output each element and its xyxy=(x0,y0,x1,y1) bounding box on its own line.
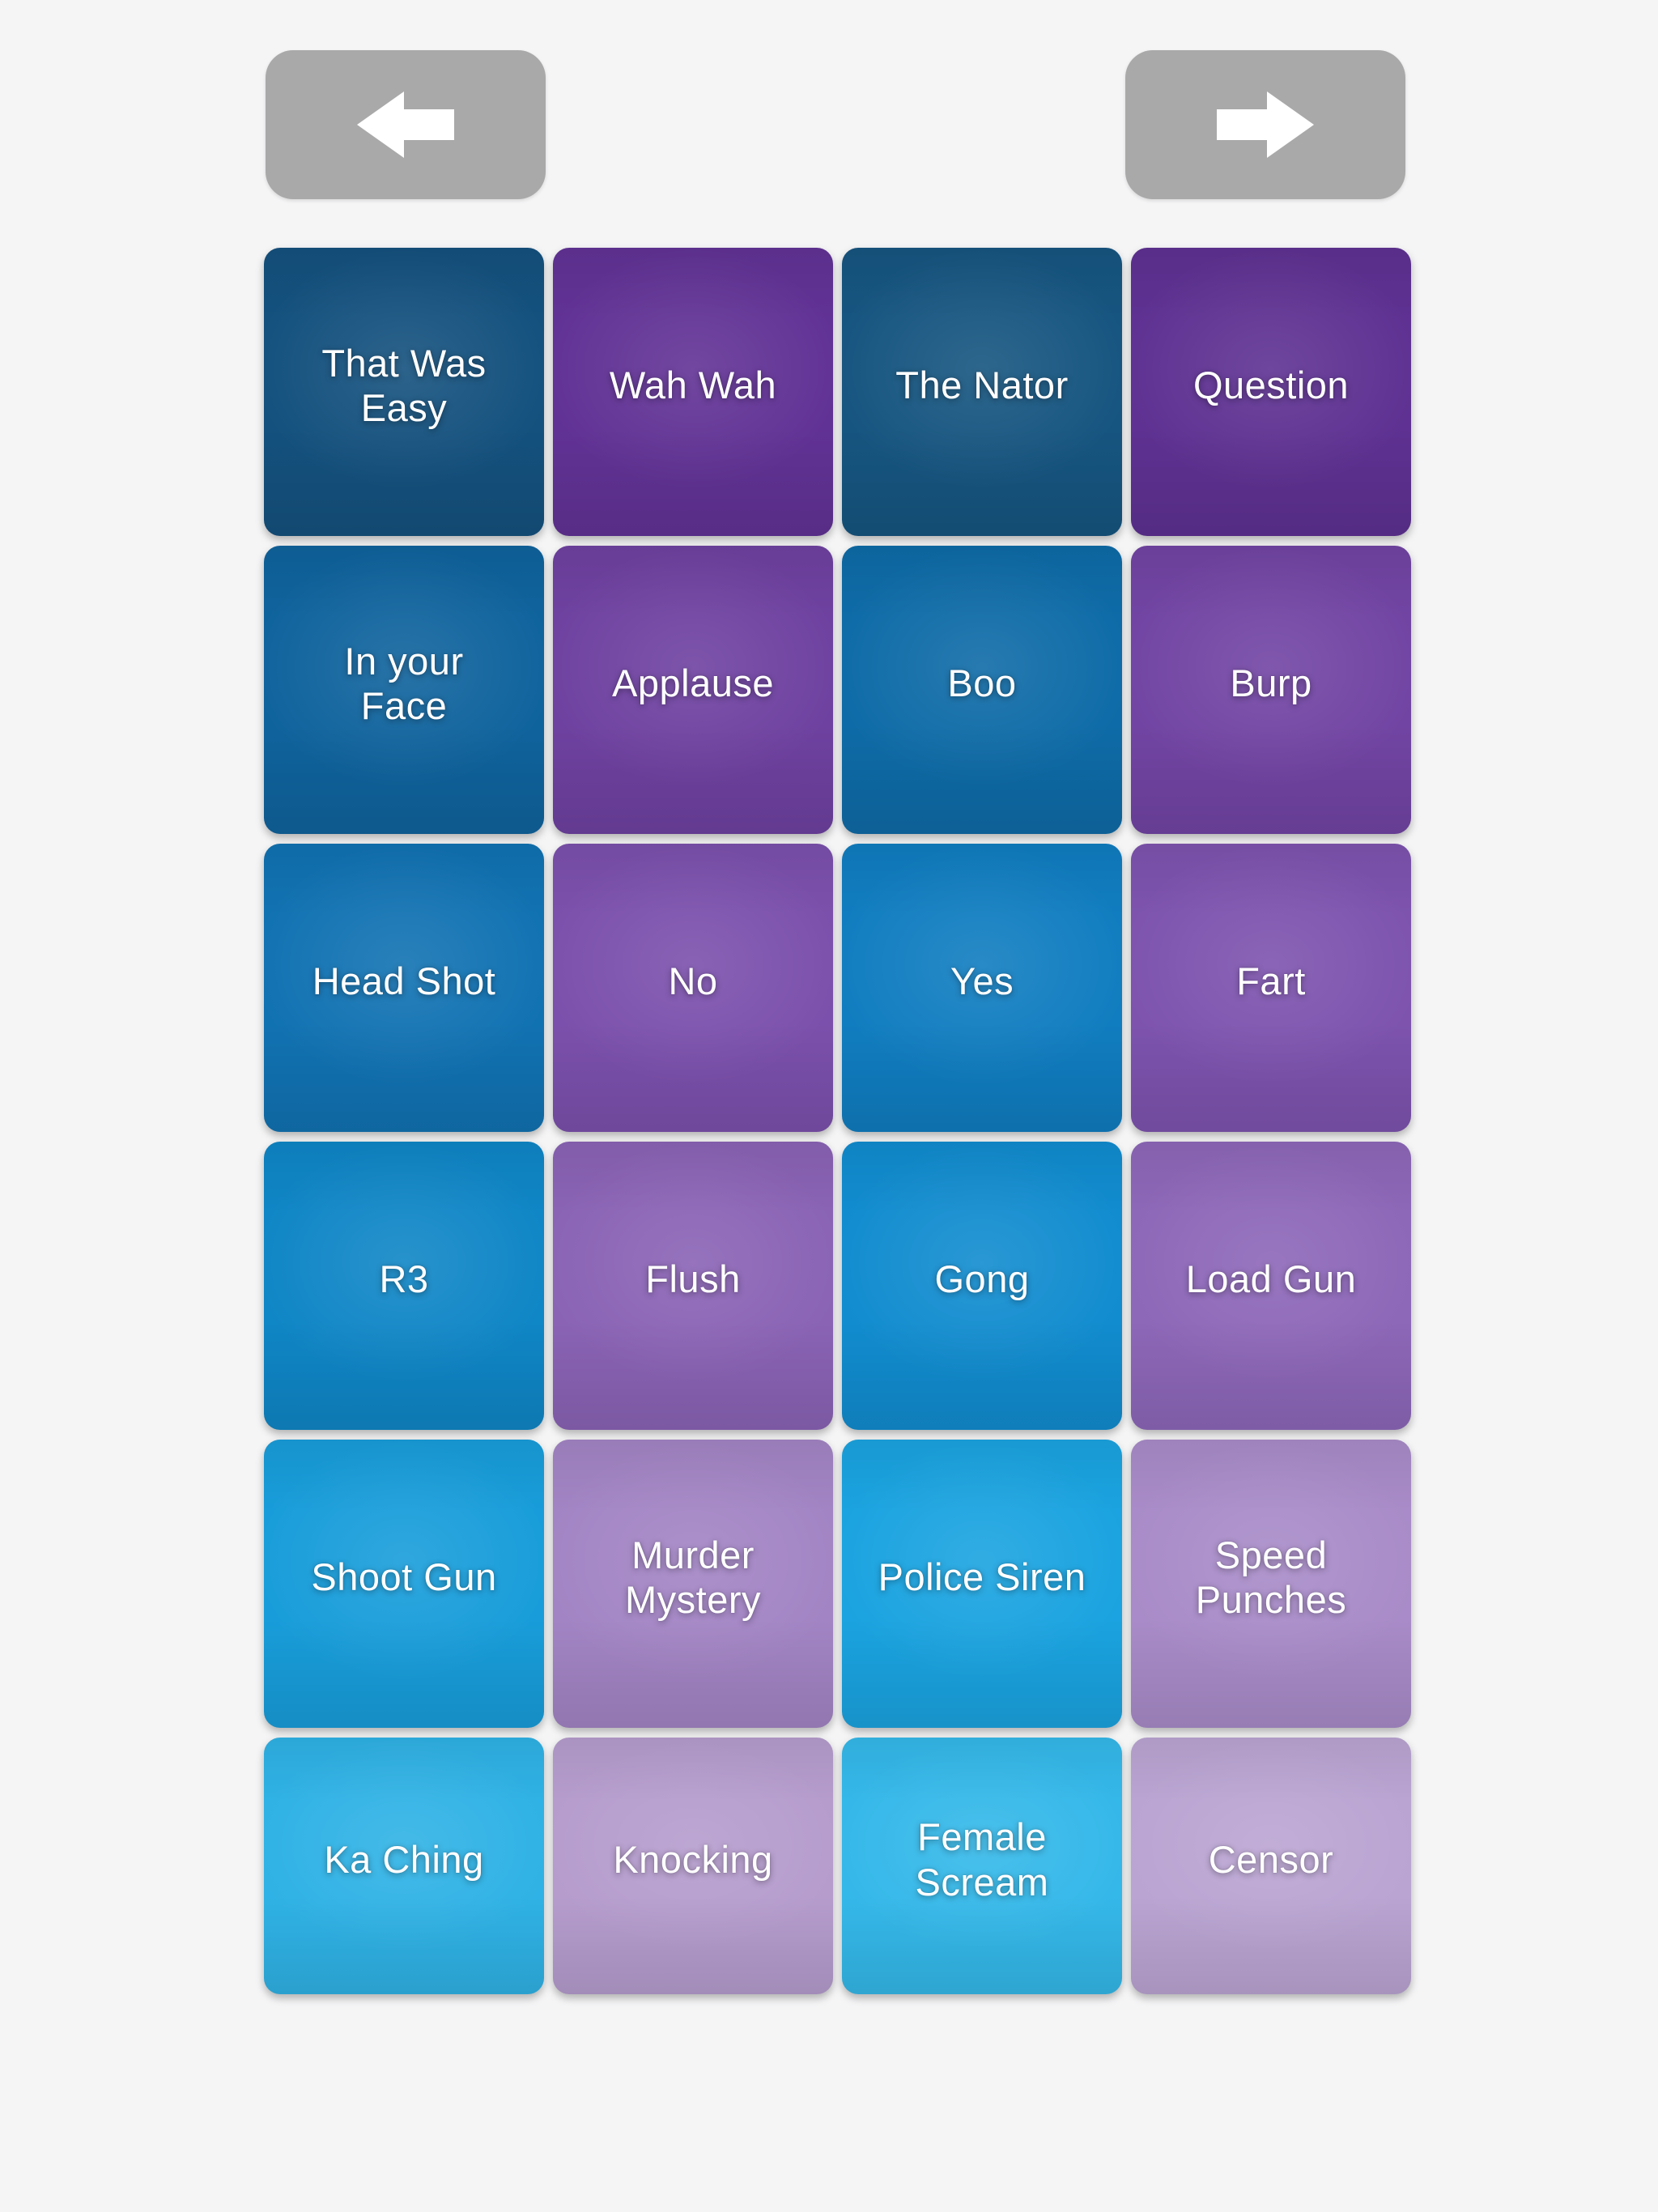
sound-tile-label: Police Siren xyxy=(878,1555,1086,1599)
arrow-left-icon xyxy=(357,91,454,158)
sound-tile-question[interactable]: Question xyxy=(1131,248,1411,536)
sound-tile-ka-ching[interactable]: Ka Ching xyxy=(264,1738,544,1994)
sound-tile-label: That Was Easy xyxy=(321,341,487,429)
sound-tile-gong[interactable]: Gong xyxy=(842,1142,1122,1430)
sound-tile-label: Head Shot xyxy=(312,959,496,1003)
sound-tile-label: Murder Mystery xyxy=(625,1533,761,1621)
sound-tile-label: Burp xyxy=(1230,661,1312,705)
sound-tile-label: Speed Punches xyxy=(1195,1533,1347,1621)
sound-tile-label: R3 xyxy=(379,1257,429,1301)
sound-tile-censor[interactable]: Censor xyxy=(1131,1738,1411,1994)
sound-tile-speed-punches[interactable]: Speed Punches xyxy=(1131,1440,1411,1728)
sound-tile-label: Applause xyxy=(612,661,774,705)
next-page-button[interactable] xyxy=(1125,50,1405,199)
sound-tile-label: The Nator xyxy=(895,364,1069,407)
sound-tile-the-nator[interactable]: The Nator xyxy=(842,248,1122,536)
sound-tile-label: In your Face xyxy=(344,639,464,727)
prev-page-button[interactable] xyxy=(266,50,546,199)
sound-tile-label: Censor xyxy=(1208,1837,1334,1881)
sound-tile-label: Question xyxy=(1192,364,1350,407)
sound-tile-head-shot[interactable]: Head Shot xyxy=(264,844,544,1132)
sound-tile-label: Yes xyxy=(950,959,1014,1003)
sound-tile-label: Gong xyxy=(934,1257,1030,1301)
arrow-right-icon xyxy=(1217,91,1314,158)
sound-tile-murder-mystery[interactable]: Murder Mystery xyxy=(553,1440,833,1728)
sound-tile-that-was-easy[interactable]: That Was Easy xyxy=(264,248,544,536)
sound-tile-label: Shoot Gun xyxy=(311,1555,497,1599)
sound-tile-label: Knocking xyxy=(613,1837,773,1881)
sound-tile-knocking[interactable]: Knocking xyxy=(553,1738,833,1994)
sound-tile-fart[interactable]: Fart xyxy=(1131,844,1411,1132)
sound-tile-label: Ka Ching xyxy=(324,1837,484,1881)
sound-tile-flush[interactable]: Flush xyxy=(553,1142,833,1430)
sound-tile-r3[interactable]: R3 xyxy=(264,1142,544,1430)
sound-tile-label: No xyxy=(668,959,718,1003)
sound-tile-boo[interactable]: Boo xyxy=(842,546,1122,834)
sound-tile-label: Flush xyxy=(645,1257,741,1301)
sound-tile-shoot-gun[interactable]: Shoot Gun xyxy=(264,1440,544,1728)
sound-tile-applause[interactable]: Applause xyxy=(553,546,833,834)
sound-tile-label: Load Gun xyxy=(1185,1257,1357,1301)
sound-tile-label: Wah Wah xyxy=(609,364,777,407)
sound-tile-label: Boo xyxy=(947,661,1017,705)
sound-tile-burp[interactable]: Burp xyxy=(1131,546,1411,834)
sound-tile-load-gun[interactable]: Load Gun xyxy=(1131,1142,1411,1430)
sound-tile-police-siren[interactable]: Police Siren xyxy=(842,1440,1122,1728)
sound-tile-wah-wah[interactable]: Wah Wah xyxy=(553,248,833,536)
sound-tile-label: Fart xyxy=(1236,959,1306,1003)
sound-tile-in-your-face[interactable]: In your Face xyxy=(264,546,544,834)
sound-tile-yes[interactable]: Yes xyxy=(842,844,1122,1132)
sound-tile-grid: That Was Easy Wah Wah The Nator Question In … xyxy=(264,248,1411,1994)
sound-tile-label: Female Scream xyxy=(915,1815,1049,1904)
sound-tile-no[interactable]: No xyxy=(553,844,833,1132)
sound-tile-female-scream[interactable]: Female Scream xyxy=(842,1738,1122,1994)
